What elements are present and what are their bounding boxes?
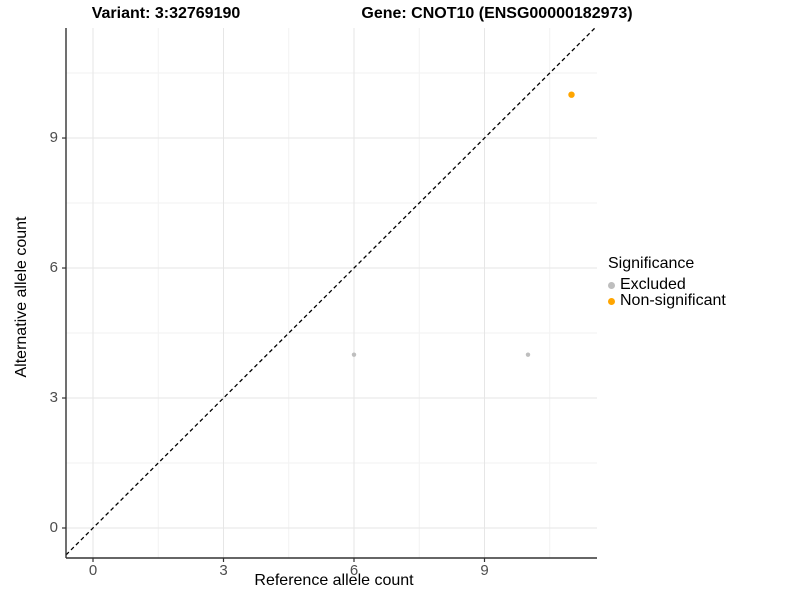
y-tick-label: 3 xyxy=(49,389,58,406)
y-tick-label: 6 xyxy=(49,259,58,277)
legend-item-non-significant: Non-significant xyxy=(608,293,726,309)
x-tick-label: 6 xyxy=(349,562,359,579)
legend-dot-icon xyxy=(608,297,615,305)
legend-item-label: Non-significant xyxy=(620,292,726,309)
legend-title: Significance xyxy=(608,255,695,272)
data-point-excluded xyxy=(351,352,357,357)
data-point-non-significant xyxy=(568,91,575,98)
x-tick-label: 9 xyxy=(480,562,489,579)
plot-title-gene: Gene: CNOT10 (ENSG00000182973) xyxy=(361,5,633,22)
legend-item-excluded: Excluded xyxy=(608,277,726,293)
x-tick-label: 0 xyxy=(88,562,98,579)
x-tick-label: 3 xyxy=(219,562,228,579)
x-axis-title: Reference allele count xyxy=(254,572,414,589)
legend-item-label: Excluded xyxy=(620,276,686,293)
legend: Significance Excluded Non-significant xyxy=(608,255,726,309)
legend-items: Excluded Non-significant xyxy=(608,277,726,309)
data-point-excluded xyxy=(525,352,531,357)
legend-dot-icon xyxy=(608,281,615,289)
identity-line xyxy=(65,27,596,556)
plot-title-variant: Variant: 3:32769190 xyxy=(91,5,241,22)
y-tick-label: 9 xyxy=(49,129,58,147)
y-tick-label: 0 xyxy=(49,519,58,536)
